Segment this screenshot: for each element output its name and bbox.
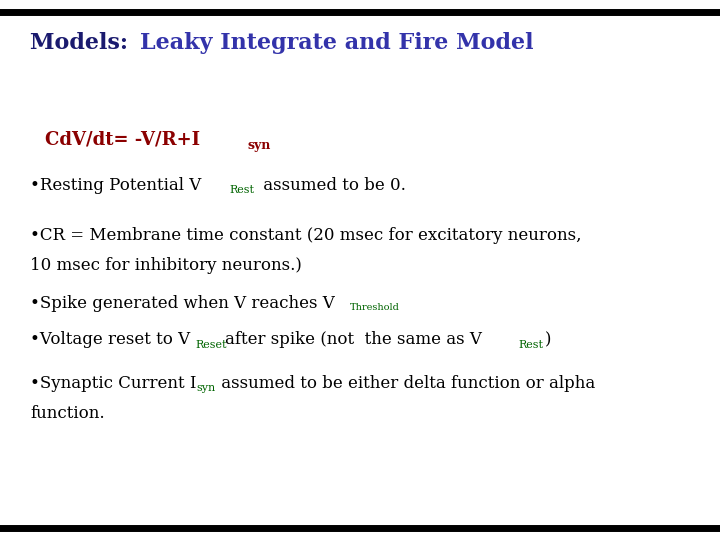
Text: function.: function. [30,404,104,422]
Text: after spike (not  the same as V: after spike (not the same as V [225,332,482,348]
Text: •Synaptic Current I: •Synaptic Current I [30,375,197,392]
Text: CdV/dt= -V/R+I: CdV/dt= -V/R+I [45,131,200,149]
Text: •CR = Membrane time constant (20 msec for excitatory neurons,: •CR = Membrane time constant (20 msec fo… [30,226,582,244]
Text: Rest: Rest [229,185,254,195]
Text: •Resting Potential V: •Resting Potential V [30,177,202,193]
Text: 10 msec for inhibitory neurons.): 10 msec for inhibitory neurons.) [30,256,302,273]
Text: Leaky Integrate and Fire Model: Leaky Integrate and Fire Model [140,32,534,54]
Text: syn: syn [247,138,271,152]
Text: syn: syn [196,383,215,393]
Text: •Voltage reset to V: •Voltage reset to V [30,332,190,348]
Text: assumed to be 0.: assumed to be 0. [258,177,406,193]
Text: Threshold: Threshold [350,303,400,313]
Text: ): ) [545,332,552,348]
Text: •Spike generated when V reaches V: •Spike generated when V reaches V [30,294,335,312]
Text: Rest: Rest [518,340,543,350]
Text: assumed to be either delta function or alpha: assumed to be either delta function or a… [216,375,595,392]
Text: Reset: Reset [195,340,227,350]
Text: Models:: Models: [30,32,136,54]
